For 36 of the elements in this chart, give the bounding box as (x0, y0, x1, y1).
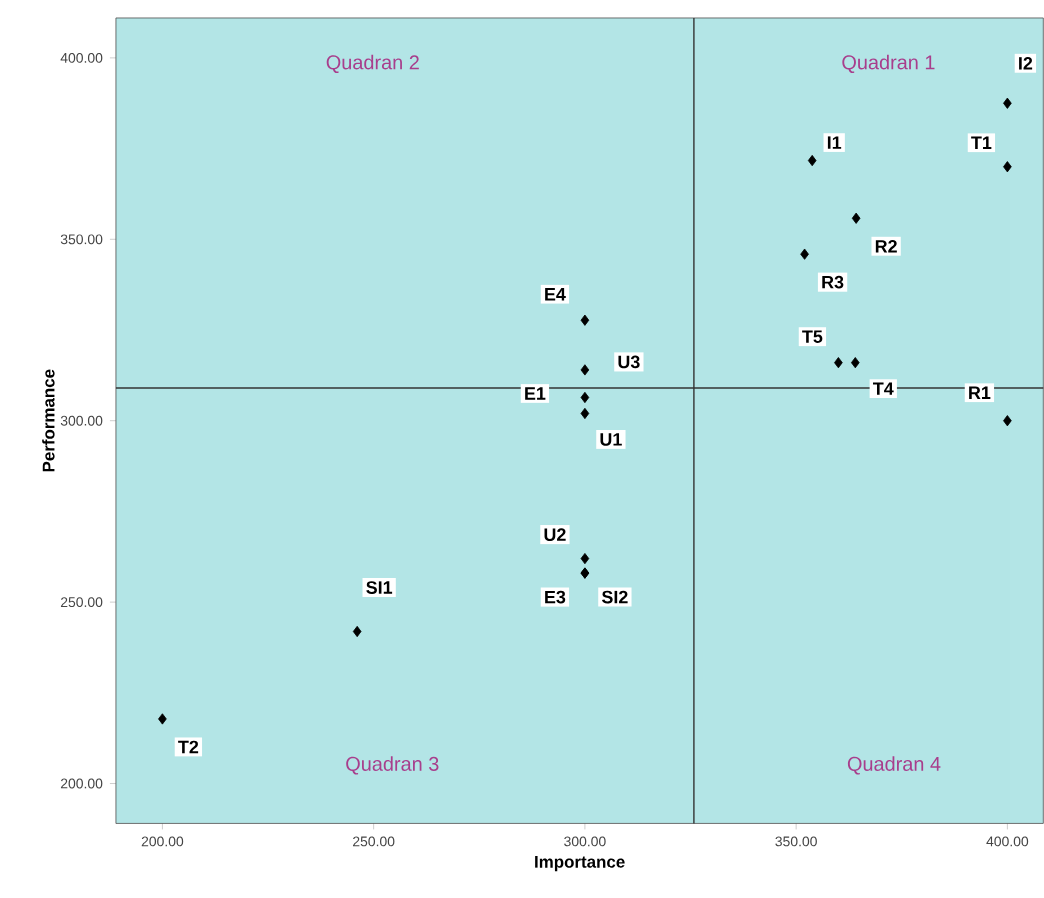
annotation: Quadran 4 (847, 756, 941, 775)
annotation: SI1 (366, 581, 393, 595)
annotation: T4 (873, 382, 894, 396)
x-axis-title: Importance (535, 856, 625, 872)
annotation: U1 (600, 433, 622, 447)
annotation: R3 (822, 276, 844, 289)
annotation: U2 (544, 528, 566, 542)
annotation: T5 (802, 330, 823, 344)
point (834, 357, 843, 369)
y-axis-title: Performance (42, 369, 55, 472)
point (352, 626, 362, 638)
point (580, 553, 590, 565)
annotation: Quadran 3 (346, 756, 439, 775)
annotation: T1 (971, 136, 992, 150)
annotation: U3 (618, 355, 640, 369)
annotation: SI2 (601, 591, 628, 604)
annotation: E4 (545, 288, 566, 301)
annotation: R2 (875, 240, 897, 253)
point (580, 314, 590, 327)
annotation: T2 (178, 740, 199, 754)
point (580, 408, 590, 420)
point (1003, 161, 1012, 173)
annotation: I2 (1019, 57, 1033, 70)
point (158, 713, 167, 725)
annotation: E3 (545, 591, 566, 604)
point (851, 357, 860, 369)
annotation: Quadran 2 (326, 55, 419, 74)
annotation: I1 (827, 136, 842, 150)
annotation: Quadran 1 (842, 55, 935, 74)
point (580, 392, 590, 404)
point (580, 364, 590, 376)
point (807, 155, 817, 167)
point (851, 212, 861, 225)
point (1003, 415, 1012, 427)
annotation: E1 (525, 387, 546, 400)
annotation: R1 (969, 386, 991, 400)
